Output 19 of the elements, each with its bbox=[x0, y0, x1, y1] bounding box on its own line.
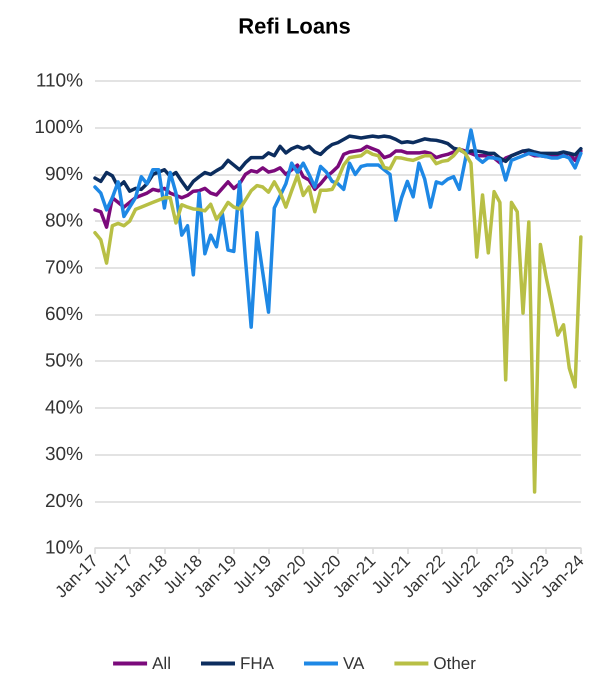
y-tick-label: 80% bbox=[44, 210, 84, 232]
line-series bbox=[93, 134, 583, 193]
y-tick-label: 110% bbox=[36, 70, 84, 92]
y-tick-label: 30% bbox=[44, 444, 84, 466]
chart-title: Refi Loans bbox=[238, 14, 351, 38]
line-series bbox=[93, 128, 583, 329]
y-tick-label: 100% bbox=[34, 117, 84, 138]
y-tick-label: 40% bbox=[44, 397, 84, 418]
legend-label: All bbox=[152, 654, 171, 673]
y-tick-label: 20% bbox=[44, 490, 84, 512]
y-tick-label: 90% bbox=[44, 164, 84, 185]
line-series bbox=[93, 146, 583, 494]
legend-label: Other bbox=[433, 654, 476, 673]
legend-label: VA bbox=[342, 654, 366, 673]
legend-label: FHA bbox=[240, 654, 275, 673]
y-tick-label: 10% bbox=[44, 538, 84, 558]
y-tick-label: 60% bbox=[44, 304, 84, 325]
y-tick-label: 70% bbox=[44, 257, 84, 278]
y-tick-label: 50% bbox=[44, 350, 84, 372]
